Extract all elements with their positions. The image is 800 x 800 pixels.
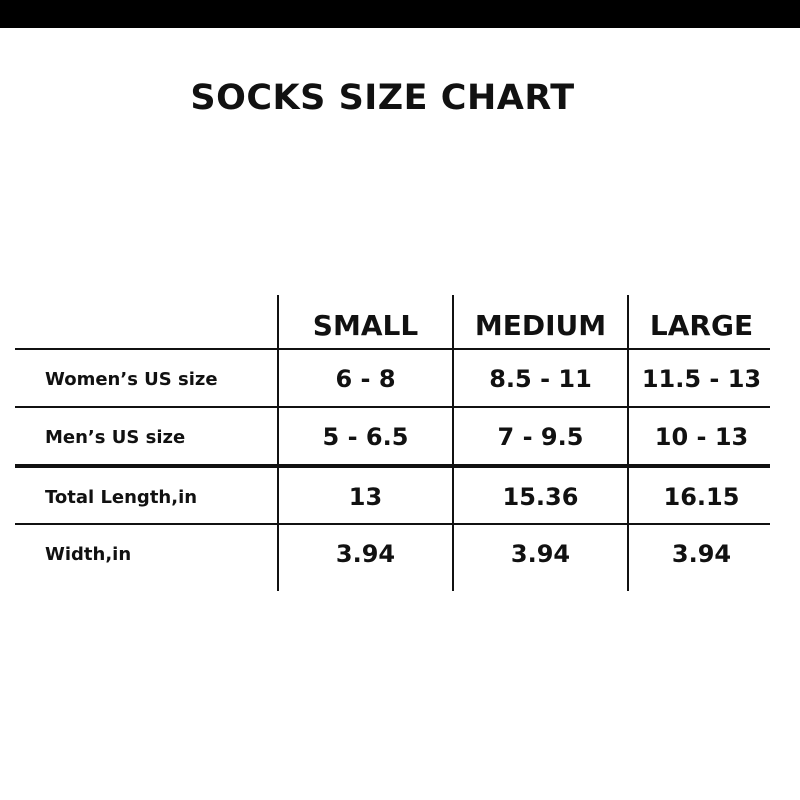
column-header-large: LARGE	[649, 308, 754, 342]
column-divider	[627, 295, 629, 591]
row-divider	[15, 406, 770, 408]
column-header-small: SMALL	[312, 308, 419, 342]
column-divider	[452, 295, 454, 591]
table-cell: 8.5 - 11	[489, 365, 592, 393]
table-cell: 11.5 - 13	[641, 365, 762, 393]
table-cell: 10 - 13	[654, 423, 749, 451]
table-cell: 3.94	[671, 540, 732, 568]
row-label: Total Length,in	[45, 486, 198, 508]
row-divider	[15, 523, 770, 525]
table-cell: 13	[348, 483, 383, 511]
table-cell: 16.15	[663, 483, 740, 511]
column-divider	[277, 295, 279, 591]
table-cell: 7 - 9.5	[497, 423, 584, 451]
top-bar	[0, 0, 800, 28]
section-divider	[15, 464, 770, 468]
column-header-medium: MEDIUM	[474, 308, 607, 342]
table-cell: 15.36	[502, 483, 579, 511]
row-label: Men’s US size	[45, 426, 186, 448]
page-title: SOCKS SIZE CHART	[190, 78, 575, 118]
row-divider	[15, 348, 770, 350]
table-cell: 3.94	[510, 540, 571, 568]
table-cell: 3.94	[335, 540, 396, 568]
row-label: Width,in	[45, 543, 132, 565]
row-label: Women’s US size	[45, 368, 218, 390]
table-cell: 6 - 8	[335, 365, 396, 393]
table-cell: 5 - 6.5	[322, 423, 409, 451]
